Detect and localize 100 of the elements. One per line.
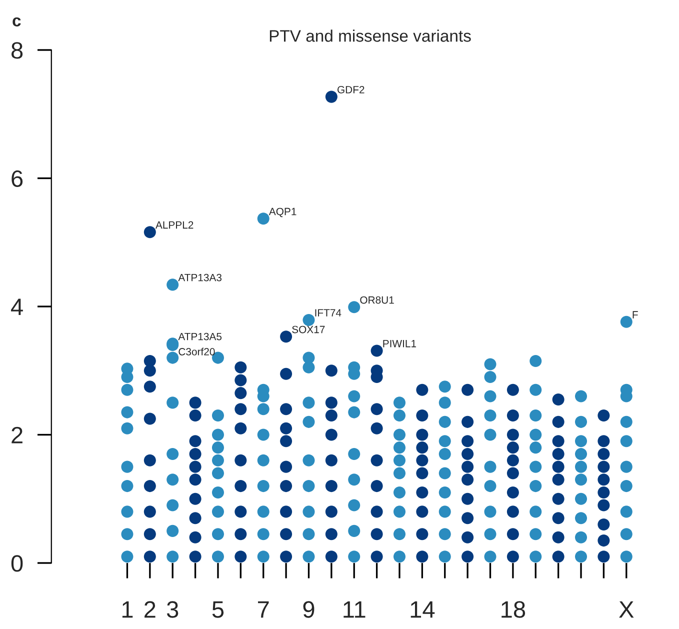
point — [212, 442, 224, 454]
point — [552, 393, 564, 406]
point — [144, 528, 156, 540]
point — [234, 506, 247, 518]
y-tick-label: 4 — [11, 298, 23, 316]
point — [370, 454, 383, 466]
point — [484, 358, 496, 370]
point — [189, 435, 202, 448]
point — [166, 352, 179, 364]
point — [620, 316, 632, 328]
point — [506, 410, 519, 422]
point — [552, 448, 564, 460]
data-label: ATP13A5 — [178, 332, 222, 340]
point — [189, 512, 202, 524]
text: c — [12, 17, 21, 26]
point — [574, 474, 588, 486]
point — [438, 467, 451, 480]
point — [530, 410, 542, 422]
point — [393, 486, 406, 498]
point — [144, 550, 156, 563]
point — [484, 528, 496, 540]
point — [574, 390, 588, 402]
point — [280, 330, 292, 343]
point — [302, 480, 315, 492]
point — [302, 528, 315, 540]
point — [302, 454, 315, 466]
point — [234, 403, 247, 416]
point — [598, 486, 610, 498]
point — [234, 361, 247, 374]
point — [370, 480, 383, 492]
point — [530, 460, 542, 473]
point — [598, 534, 610, 547]
point — [166, 550, 179, 563]
point — [416, 528, 428, 540]
point — [121, 384, 134, 396]
point — [121, 371, 134, 384]
point — [620, 528, 632, 540]
point — [530, 480, 542, 492]
point — [506, 486, 519, 498]
point — [234, 528, 247, 540]
point — [484, 550, 496, 563]
point — [348, 474, 360, 486]
point — [166, 499, 179, 512]
point — [166, 448, 179, 460]
point — [280, 480, 292, 492]
point — [302, 314, 315, 326]
point — [393, 396, 406, 409]
point — [598, 435, 610, 448]
point — [620, 506, 632, 518]
point — [189, 474, 202, 486]
point — [234, 422, 247, 434]
point — [530, 428, 542, 441]
point — [257, 506, 270, 518]
point — [484, 480, 496, 492]
point — [574, 448, 588, 460]
point — [393, 550, 406, 563]
point — [144, 412, 156, 425]
point — [212, 467, 224, 480]
point — [416, 428, 428, 441]
point — [348, 301, 360, 314]
point — [506, 550, 519, 563]
point — [234, 454, 247, 466]
point — [189, 531, 202, 544]
point — [393, 442, 406, 454]
point — [530, 442, 542, 454]
data-label: IFT74 — [315, 309, 342, 316]
point — [484, 506, 496, 518]
point — [166, 524, 179, 537]
point — [166, 396, 179, 409]
point — [620, 416, 632, 428]
point — [416, 454, 428, 466]
point — [393, 428, 406, 441]
point — [234, 374, 247, 386]
point — [257, 403, 270, 416]
point — [598, 550, 610, 563]
point — [416, 486, 428, 498]
point — [189, 410, 202, 422]
y-tick-label: 0 — [11, 555, 23, 572]
point — [348, 406, 360, 418]
point — [234, 387, 247, 400]
point — [257, 550, 270, 563]
point — [280, 422, 292, 434]
point — [416, 550, 428, 563]
data-label: AQP1 — [268, 208, 296, 218]
point — [438, 506, 451, 518]
point — [393, 467, 406, 480]
point — [325, 480, 338, 492]
point — [234, 550, 247, 563]
point — [280, 550, 292, 563]
point — [598, 448, 610, 460]
point — [506, 528, 519, 540]
point — [598, 518, 610, 531]
point — [121, 422, 134, 434]
data-label: SOX17 — [292, 326, 325, 334]
point — [462, 384, 474, 396]
point — [506, 467, 519, 480]
point — [325, 396, 338, 409]
point — [121, 480, 134, 492]
point — [438, 396, 451, 409]
point — [484, 371, 496, 384]
